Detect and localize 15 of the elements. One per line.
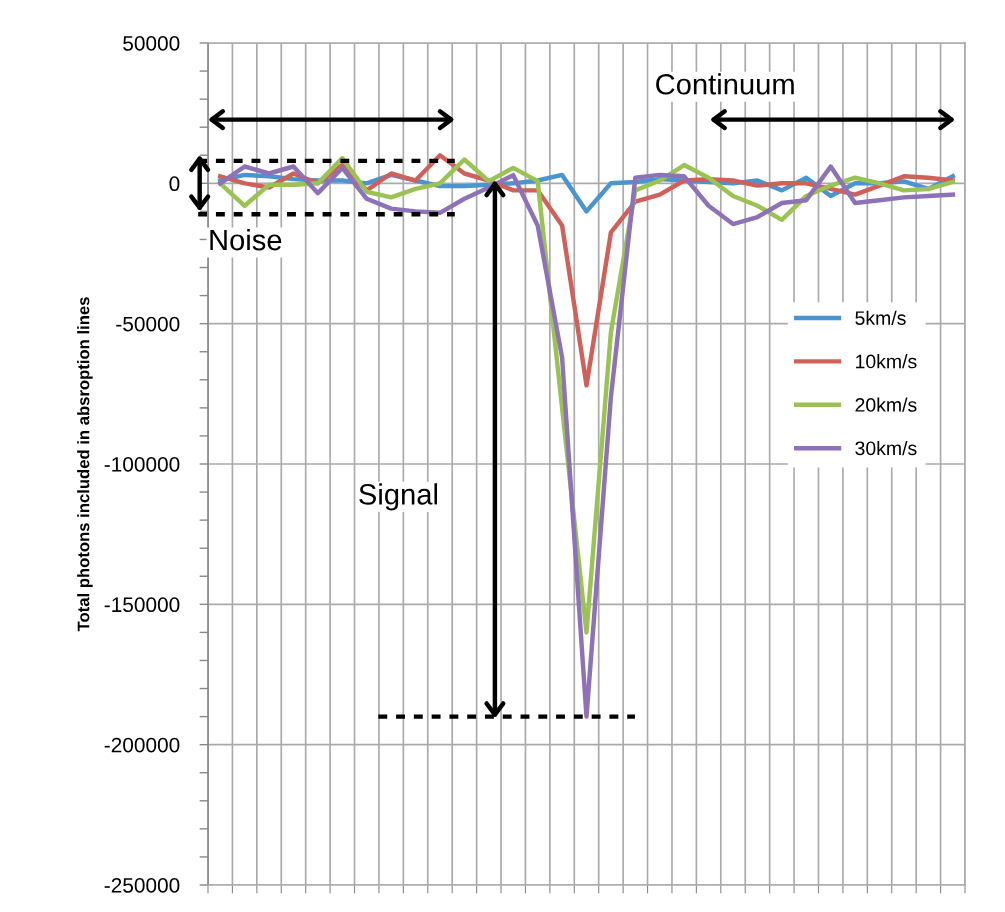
y-tick-label: -150000	[104, 597, 180, 613]
legend-label: 10km/s	[856, 354, 917, 369]
annotation: Noise	[210, 228, 282, 251]
y-tick-label: 50000	[123, 36, 180, 51]
annotation: Signal	[359, 483, 438, 511]
y-tick-label: -100000	[104, 457, 180, 472]
legend-label: 30km/s	[855, 440, 917, 456]
legend-label: 20km/s	[855, 397, 917, 412]
annotation: Continuum	[656, 73, 794, 95]
y-axis-title: Total photons included in absroption lines	[77, 297, 93, 632]
y-tick-label: -250000	[104, 878, 180, 893]
y-tick-label: -50000	[116, 316, 180, 332]
legend-label: 5km/s	[855, 310, 906, 325]
y-tick-label: 0	[169, 176, 180, 192]
y-tick-label: -200000	[104, 737, 180, 753]
